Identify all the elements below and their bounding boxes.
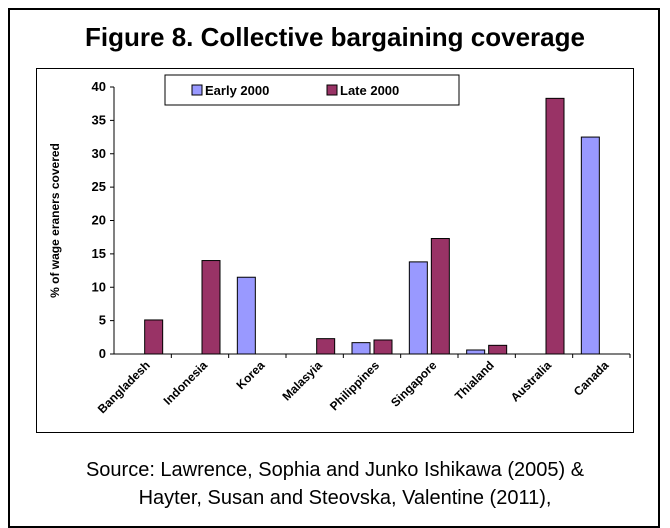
x-tick-label: Singapore xyxy=(388,358,440,410)
y-tick-label: 35 xyxy=(92,112,106,127)
x-tick-label: Thialand xyxy=(452,358,497,403)
bar-early-2000-korea xyxy=(236,276,256,355)
x-tick-label: Malasyia xyxy=(280,358,326,404)
bar-late-2000-thialand xyxy=(488,344,508,355)
y-tick-label: 25 xyxy=(92,179,106,194)
y-axis-title: % of wage eraners covered xyxy=(48,143,62,298)
chart-area: 0 5 10 15 20 25 30 35 40 % of wage eraners covere… xyxy=(36,68,634,433)
x-tick-label: Canada xyxy=(571,358,612,399)
bar-late-2000-singapore xyxy=(430,238,450,355)
bar-late-2000-philippines xyxy=(373,339,393,355)
y-tick-label: 5 xyxy=(99,313,106,328)
legend-swatch xyxy=(326,84,338,96)
y-tick-label: 0 xyxy=(99,346,106,361)
bar-late-2000-bangladesh xyxy=(144,319,164,355)
source-line-2: Hayter, Susan and Steovska, Valentine (2… xyxy=(138,487,552,509)
y-tick-label: 30 xyxy=(92,146,106,161)
bar-early-2000-singapore xyxy=(408,261,428,355)
y-tick-label: 15 xyxy=(92,246,106,261)
source-line-1: Source: Lawrence, Sophia and Junko Ishik… xyxy=(85,459,585,481)
legend-label: Late 2000 xyxy=(340,83,399,98)
y-tick-label: 40 xyxy=(92,79,106,94)
bar-late-2000-indonesia xyxy=(201,260,221,355)
bar-early-2000-canada xyxy=(580,136,600,355)
legend-swatch xyxy=(191,84,203,96)
x-tick-label: Philippines xyxy=(327,358,382,413)
x-tick-label: Bangladesh xyxy=(95,358,153,416)
bar-chart: 0 5 10 15 20 25 30 35 40 % of wage eraners covere… xyxy=(48,74,631,416)
legend-box xyxy=(164,74,460,106)
y-tick-label: 10 xyxy=(92,279,106,294)
bar-late-2000-australia xyxy=(545,97,565,355)
y-tick-label: 20 xyxy=(92,213,106,228)
bar-early-2000-philippines xyxy=(351,342,371,355)
x-tick-label: Indonesia xyxy=(161,358,211,408)
bar-early-2000-thialand xyxy=(466,349,486,355)
x-tick-label: Australia xyxy=(508,358,554,404)
chart-title: Figure 8. Collective bargaining coverage xyxy=(85,22,585,52)
legend-label: Early 2000 xyxy=(205,83,269,98)
source-note: Source: Lawrence, Sophia and Junko Ishik… xyxy=(0,456,670,512)
x-tick-label: Korea xyxy=(234,358,268,392)
bar-late-2000-malasyia xyxy=(316,338,336,355)
